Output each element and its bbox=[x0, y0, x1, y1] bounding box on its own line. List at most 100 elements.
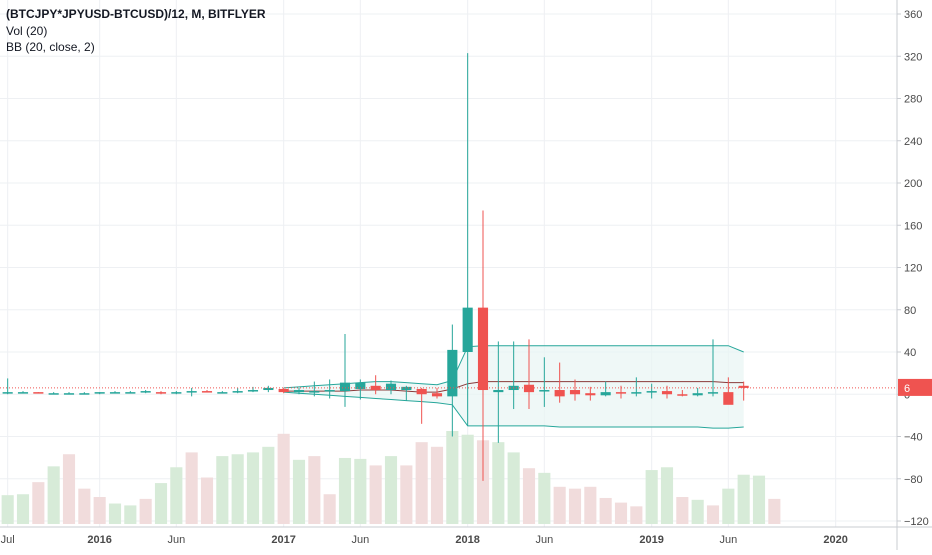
candle[interactable] bbox=[171, 391, 182, 395]
volume-bar bbox=[630, 506, 643, 524]
candle[interactable] bbox=[94, 392, 105, 395]
candle[interactable] bbox=[48, 392, 59, 395]
candle[interactable] bbox=[79, 392, 90, 395]
candle-body bbox=[707, 392, 719, 394]
candle-body bbox=[539, 390, 550, 392]
last-price-badge[interactable] bbox=[898, 378, 932, 396]
candle[interactable] bbox=[2, 378, 13, 395]
candle[interactable] bbox=[431, 387, 443, 399]
candle-body bbox=[615, 392, 627, 394]
candle[interactable] bbox=[339, 334, 351, 407]
candle[interactable] bbox=[278, 387, 289, 394]
price-tick-label: 360 bbox=[904, 9, 922, 21]
volume-bar bbox=[185, 452, 198, 524]
price-tick-label: 240 bbox=[904, 136, 922, 148]
volume-bar bbox=[430, 446, 444, 524]
candle-body bbox=[247, 390, 259, 392]
candle[interactable] bbox=[447, 324, 458, 437]
candle-body bbox=[339, 382, 351, 392]
time-tick-label: Jun bbox=[535, 534, 553, 546]
candle-body bbox=[17, 392, 29, 394]
candle-body bbox=[723, 392, 734, 405]
volume-bar bbox=[262, 446, 275, 524]
candle-body bbox=[416, 388, 427, 395]
candle[interactable] bbox=[677, 390, 688, 397]
candle-body bbox=[631, 392, 642, 394]
time-tick-label: Jun bbox=[351, 534, 369, 546]
candle[interactable] bbox=[631, 377, 642, 397]
candle[interactable] bbox=[232, 387, 243, 394]
candle[interactable] bbox=[723, 377, 734, 405]
candle-body bbox=[493, 390, 504, 393]
volume-bar bbox=[16, 494, 30, 524]
volume-bar bbox=[354, 458, 367, 524]
candle-body bbox=[523, 384, 535, 393]
candle-body bbox=[401, 386, 412, 391]
candle[interactable] bbox=[539, 357, 550, 407]
volume-bar bbox=[568, 488, 582, 524]
candle[interactable] bbox=[355, 379, 366, 400]
volume-bar bbox=[400, 465, 413, 524]
candle[interactable] bbox=[186, 387, 197, 397]
candle[interactable] bbox=[738, 381, 749, 401]
volume-bar bbox=[139, 498, 152, 524]
candle-body bbox=[738, 385, 749, 388]
volume-bar bbox=[461, 434, 474, 524]
volume-bar bbox=[338, 457, 352, 524]
candle[interactable] bbox=[692, 387, 703, 397]
candle[interactable] bbox=[385, 380, 397, 395]
volume-bar bbox=[522, 468, 536, 524]
volume-bar bbox=[246, 452, 260, 524]
candle-body bbox=[155, 392, 167, 394]
candle[interactable] bbox=[493, 341, 504, 443]
candle-body bbox=[63, 393, 75, 395]
bollinger-indicator-label[interactable]: BB (20, close, 2) bbox=[6, 40, 95, 54]
candles-layer[interactable] bbox=[2, 53, 749, 481]
last-price-label: 6 bbox=[904, 383, 910, 395]
candle[interactable] bbox=[309, 381, 320, 397]
candle[interactable] bbox=[17, 391, 29, 394]
candle[interactable] bbox=[600, 381, 611, 397]
candle-body bbox=[692, 393, 703, 396]
candle[interactable] bbox=[155, 391, 167, 395]
volume-bar bbox=[476, 440, 490, 524]
candle[interactable] bbox=[401, 385, 412, 401]
volume-indicator-label[interactable]: Vol (20) bbox=[6, 23, 48, 38]
candle[interactable] bbox=[707, 339, 719, 397]
candle[interactable] bbox=[477, 210, 489, 481]
candle[interactable] bbox=[554, 362, 565, 403]
candle-body bbox=[94, 392, 105, 394]
candle[interactable] bbox=[63, 392, 75, 395]
volume-bar bbox=[47, 466, 60, 524]
candle-body bbox=[677, 394, 688, 396]
candle-body bbox=[600, 392, 611, 396]
candle[interactable] bbox=[33, 392, 44, 394]
symbol-title[interactable]: (BTCJPY*JPYUSD-BTCUSD)/12, M, BITFLYER bbox=[6, 7, 266, 21]
candle[interactable] bbox=[109, 391, 121, 394]
time-tick-label: Jul bbox=[1, 534, 15, 546]
time-tick-label: Jun bbox=[719, 534, 737, 546]
price-tick-label: 80 bbox=[904, 305, 916, 317]
candle-body bbox=[385, 383, 397, 391]
candle[interactable] bbox=[462, 53, 473, 426]
candle[interactable] bbox=[523, 339, 535, 410]
volume-bar bbox=[277, 433, 290, 524]
candle[interactable] bbox=[201, 390, 213, 393]
time-tick-label: 2017 bbox=[271, 534, 295, 546]
candle[interactable] bbox=[324, 379, 335, 399]
candle[interactable] bbox=[293, 387, 305, 395]
candle[interactable] bbox=[569, 379, 581, 401]
candle[interactable] bbox=[416, 387, 427, 424]
time-axis[interactable]: Jul 2016 Jun 2017 Jun 2018 Jun 2019 Jun 2020 bbox=[0, 526, 932, 546]
candle[interactable] bbox=[263, 385, 274, 393]
candle[interactable] bbox=[125, 391, 136, 394]
candle-body bbox=[140, 391, 151, 393]
candle[interactable] bbox=[140, 390, 151, 394]
volume-bar bbox=[216, 456, 229, 524]
candle[interactable] bbox=[585, 386, 596, 401]
candle[interactable] bbox=[217, 391, 228, 394]
candle[interactable] bbox=[646, 383, 657, 399]
